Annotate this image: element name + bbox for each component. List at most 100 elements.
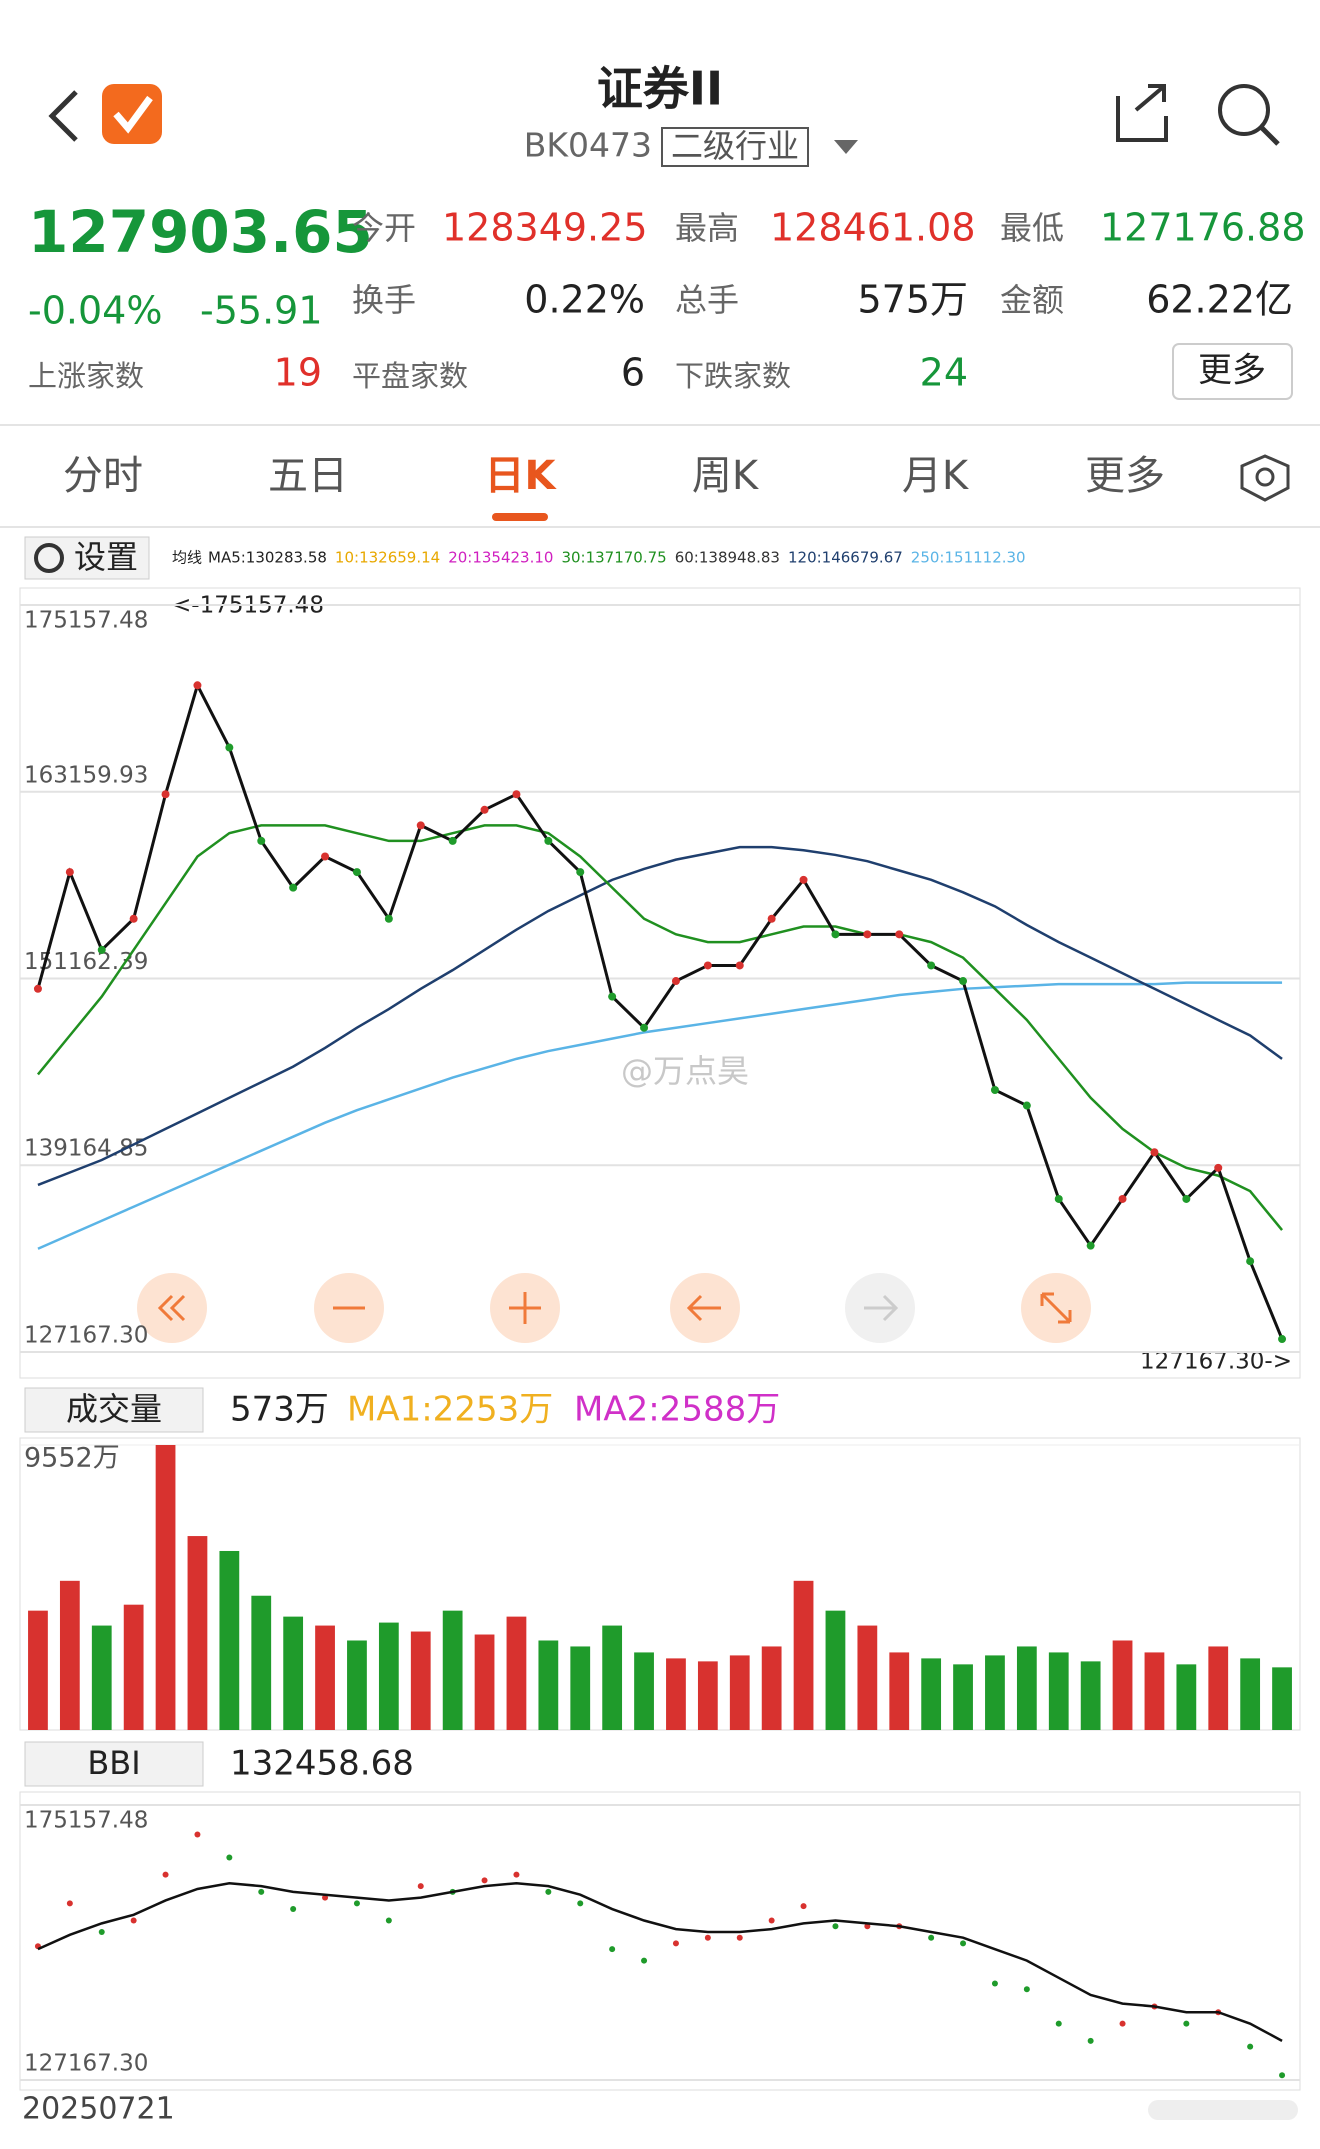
volume-bar: [985, 1655, 1005, 1730]
volume-label: 成交量: [66, 1390, 162, 1428]
volume-bar: [187, 1536, 208, 1730]
close-point: [640, 1023, 649, 1032]
close-point: [767, 914, 776, 923]
volume-bar: [442, 1610, 463, 1730]
dropdown[interactable]: [834, 140, 858, 154]
bbi-label: BBI: [87, 1744, 140, 1782]
y-tick-label: 163159.93: [24, 762, 148, 788]
legend-title: 均线: [172, 549, 202, 567]
y-tick-label: 127167.30: [24, 1323, 148, 1349]
close-point: [257, 836, 266, 845]
close-point: [960, 1940, 967, 1947]
bbi-current: 132458.68: [230, 1744, 414, 1784]
value: 128349.25: [442, 206, 648, 250]
tab[interactable]: 周K: [692, 453, 760, 499]
close-point: [98, 1928, 105, 1935]
close-point: [831, 930, 840, 939]
close-point: [66, 1900, 73, 1907]
close-point: [194, 1831, 201, 1838]
bbi-panel: [19, 1791, 1301, 2091]
volume-current: 573万: [230, 1390, 329, 1430]
close-point: [1214, 1163, 1223, 1172]
close-point: [417, 1883, 424, 1890]
close-point: [576, 868, 585, 877]
label: 平盘家数: [352, 359, 468, 393]
value: 127176.88: [1100, 206, 1306, 250]
volume-bar: [1144, 1652, 1165, 1730]
label: 换手: [352, 281, 416, 319]
volume-bar: [315, 1625, 335, 1730]
volume-bar: [251, 1595, 272, 1730]
y-tick-label: 139164.85: [24, 1136, 148, 1162]
code: BK0473: [524, 126, 652, 165]
volume-bar: [825, 1610, 846, 1730]
close-point: [544, 836, 553, 845]
volume-bar: [634, 1652, 654, 1730]
close-point: [448, 836, 457, 845]
price: 127903.65: [28, 198, 373, 266]
value: 62.22亿: [1146, 278, 1293, 322]
close-point: [545, 1888, 552, 1895]
chart-nav: [137, 1273, 1091, 1343]
close-point: [65, 868, 74, 877]
line: [37, 981, 1283, 1250]
more-label: 更多: [1198, 351, 1266, 391]
volume-bar: [793, 1580, 814, 1730]
tab[interactable]: 月K: [902, 453, 970, 499]
legend-item: 20:135423.10: [448, 549, 553, 567]
volume-bar: [1112, 1640, 1133, 1730]
volume-label-box: [24, 1387, 204, 1433]
scroll-indicator: [1148, 2100, 1298, 2120]
search-button[interactable]: [1218, 84, 1270, 136]
tag: 二级行业: [671, 127, 799, 165]
value: 24: [920, 351, 968, 395]
volume-bar: [570, 1646, 591, 1730]
volume-bar: [761, 1646, 782, 1730]
y-tick-label: 175157.48: [24, 1808, 148, 1834]
volume-bar: [28, 1610, 48, 1730]
close-point: [321, 852, 330, 861]
label: 上涨家数: [28, 359, 144, 393]
volume-bar: [1272, 1667, 1292, 1730]
gear-icon: [34, 543, 64, 573]
legend-item: 60:138948.83: [675, 549, 780, 567]
more-button[interactable]: [1172, 343, 1293, 400]
volume-bar: [155, 1445, 176, 1730]
close-point: [1022, 1101, 1031, 1110]
close-point: [33, 984, 42, 993]
close-point: [671, 977, 680, 986]
close-point: [1183, 2020, 1190, 2027]
value: 128461.08: [770, 206, 976, 250]
tab[interactable]: 五日: [268, 453, 348, 499]
volume-ma: MA2:2588万: [574, 1390, 780, 1430]
legend-item: 250:151112.30: [911, 549, 1026, 567]
close-point: [385, 1917, 392, 1924]
value: 0.22%: [524, 278, 645, 322]
close-point: [799, 875, 808, 884]
close-point: [480, 805, 489, 814]
settings-icon[interactable]: [1240, 454, 1290, 502]
tab[interactable]: 分时: [63, 453, 143, 499]
close-point: [1119, 2020, 1126, 2027]
close-point: [703, 961, 712, 970]
tabs: 分时 五日 日K 周K 月K 更多: [63, 453, 1165, 521]
line: [36, 824, 1284, 1231]
close-point: [1086, 1241, 1095, 1250]
close-point: [928, 1934, 935, 1941]
app-icon[interactable]: [102, 84, 162, 144]
line: [36, 681, 1284, 1340]
back-button[interactable]: [48, 90, 78, 142]
share-button[interactable]: [1116, 84, 1168, 142]
line: [37, 845, 1283, 1187]
line: [37, 1882, 1283, 2042]
close-point: [768, 1917, 775, 1924]
label: 最低: [1000, 209, 1064, 247]
y-tick-label: 175157.48: [24, 608, 148, 634]
close-point: [704, 1934, 711, 1941]
close-point: [895, 930, 904, 939]
tab[interactable]: 日K: [485, 453, 558, 499]
tab[interactable]: 更多: [1085, 453, 1165, 499]
volume-bar: [666, 1658, 686, 1730]
label: 今开: [352, 209, 416, 247]
